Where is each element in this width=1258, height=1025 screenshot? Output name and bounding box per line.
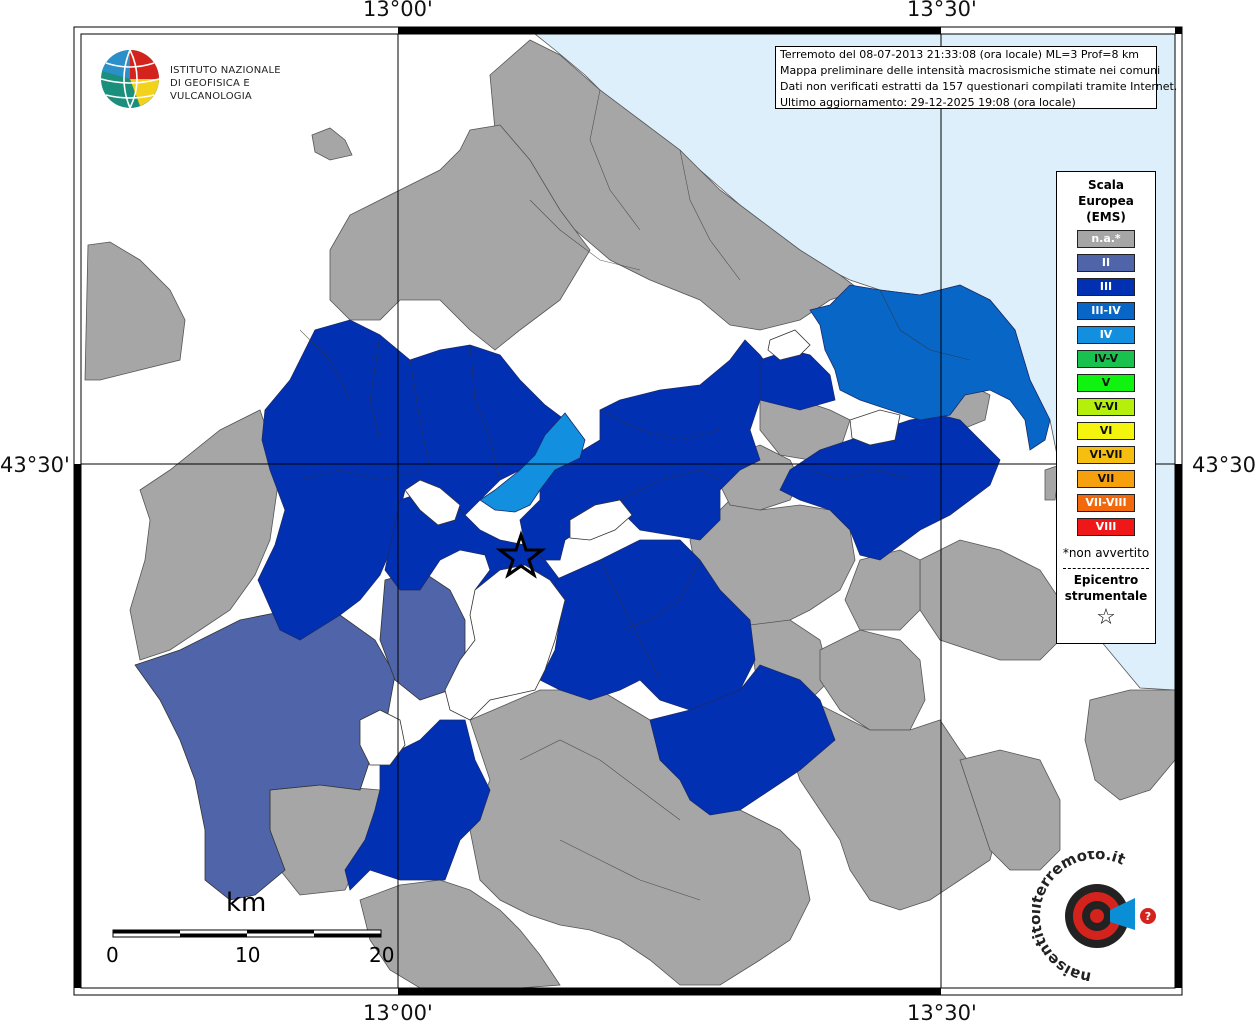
legend-item: II	[1077, 254, 1135, 272]
legend-item: VIII	[1077, 518, 1135, 536]
legend-item: III-IV	[1077, 302, 1135, 320]
legend-epicenter: Epicentro strumentale ☆	[1057, 572, 1155, 630]
event-line-1: Terremoto del 08-07-2013 21:33:08 (ora l…	[780, 48, 1140, 61]
na-regions	[84, 39, 1176, 989]
svg-text:haisentitoilterremoto.it: haisentitoilterremoto.it	[1032, 851, 1128, 981]
commune-boundaries	[299, 89, 971, 901]
legend-epicenter-line-2: strumentale	[1064, 589, 1148, 603]
legend-item: III	[1077, 278, 1135, 296]
ingv-globe-icon	[100, 49, 160, 109]
lon-label-bottom-left: 13°00'	[363, 1001, 433, 1025]
lon-label-top-left: 13°00'	[363, 0, 433, 21]
legend-item: VII-VIII	[1077, 494, 1135, 512]
ingv-name-line-2: DI GEOFISICA E VULCANOLOGIA	[170, 78, 252, 102]
svg-text:?: ?	[1145, 910, 1151, 923]
legend-item: IV	[1077, 326, 1135, 344]
ems-legend: Scala Europea (EMS) n.a.* II III III-IV IV IV…	[1056, 171, 1156, 644]
scale-tick-20: 20	[369, 943, 395, 967]
scale-unit: km	[226, 888, 267, 918]
ingv-name-line-1: ISTITUTO NAZIONALE	[170, 65, 281, 76]
scale-tick-10: 10	[235, 943, 261, 967]
legend-title-3: (EMS)	[1086, 210, 1126, 224]
scale-bar	[112, 929, 382, 938]
legend-item: V	[1077, 374, 1135, 392]
legend-item: VI	[1077, 422, 1135, 440]
haisentito-logo: ?	[1065, 884, 1156, 948]
lat-label-right: 43°30'	[1192, 453, 1258, 477]
legend-title-2: Europea	[1078, 194, 1134, 208]
event-line-2: Mappa preliminare delle intensità macros…	[780, 64, 1161, 77]
legend-item: n.a.*	[1077, 230, 1135, 248]
haisentito-text: haisentitoilterremoto.it	[1032, 851, 1128, 981]
lon-label-bottom-right: 13°30'	[907, 1001, 977, 1025]
lon-label-top-right: 13°30'	[907, 0, 977, 21]
legend-note: *non avvertito	[1062, 546, 1150, 560]
legend-separator	[1063, 568, 1149, 569]
haisentito-text-ring: haisentitoilterremoto.it	[1032, 851, 1128, 981]
legend-title-1: Scala	[1087, 178, 1125, 192]
legend-item: V-VI	[1077, 398, 1135, 416]
ingv-logo: ISTITUTO NAZIONALE DI GEOFISICA E VULCAN…	[100, 47, 320, 111]
event-info-box: Terremoto del 08-07-2013 21:33:08 (ora l…	[775, 46, 1178, 109]
intensity-IV-region	[479, 412, 586, 513]
legend-item: VII	[1077, 470, 1135, 488]
map-frame	[73, 26, 1183, 996]
intensity-III-IV-region	[809, 284, 1051, 451]
legend-epicenter-line-1: Epicentro	[1073, 573, 1139, 587]
event-line-3: Dati non verificati estratti da 157 ques…	[780, 80, 1178, 93]
legend-epicenter-star-icon: ☆	[1096, 605, 1116, 630]
graticule	[81, 34, 1175, 988]
lat-label-left: 43°30'	[0, 453, 70, 477]
intensity-III-regions	[257, 319, 1001, 891]
scale-tick-0: 0	[106, 943, 119, 967]
epicenter-star	[495, 530, 547, 579]
legend-item: VI-VII	[1077, 446, 1135, 464]
no-data-holes	[359, 329, 901, 766]
event-line-4: Ultimo aggiornamento: 29-12-2025 19:08 (…	[780, 96, 1076, 109]
intensity-II-regions	[134, 569, 466, 901]
legend-item: IV-V	[1077, 350, 1135, 368]
